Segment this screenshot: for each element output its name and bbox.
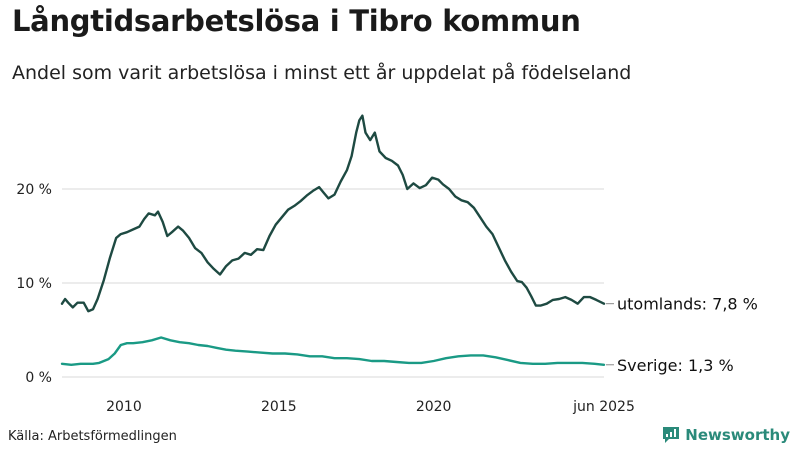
source-note: Källa: Arbetsförmedlingen [8,429,177,444]
x-tick-label: 2020 [416,399,452,415]
brand-logo: Newsworthy [662,426,790,444]
series-end-label-sverige: Sverige: 1,3 % [617,356,734,375]
series-end-labels: utomlands: 7,8 % Sverige: 1,3 % [606,295,758,375]
series-line-utomlands [60,114,606,313]
x-tick-label: 2010 [106,399,142,415]
newsworthy-logo-icon [663,427,680,443]
y-axis-ticks: 0 % 10 % 20 % [16,182,52,386]
series-lines [60,114,606,366]
series-line-sverige [60,336,606,366]
chart-subtitle: Andel som varit arbetslösa i minst ett å… [12,62,632,84]
grid-lines [62,188,604,378]
y-tick-label: 10 % [16,276,52,292]
brand-name: Newsworthy [685,426,790,444]
y-tick-label: 0 % [25,370,52,386]
x-tick-label: jun 2025 [572,399,635,415]
x-axis-ticks: 2010 2015 2020 jun 2025 [106,399,635,415]
chart-title: Långtidsarbetslösa i Tibro kommun [12,4,581,38]
series-end-label-utomlands: utomlands: 7,8 % [617,295,758,314]
y-tick-label: 20 % [16,182,52,198]
x-tick-label: 2015 [261,399,297,415]
